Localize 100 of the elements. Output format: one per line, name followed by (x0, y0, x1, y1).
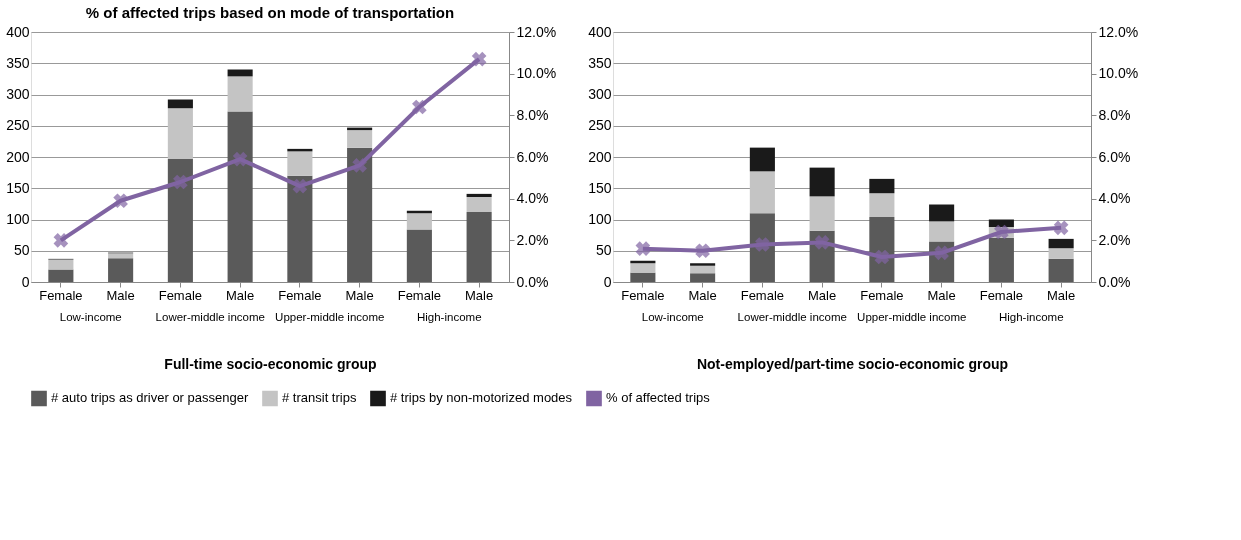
y2-tick-label: 2.0% (516, 231, 549, 248)
bar (690, 273, 716, 282)
legend-label: # trips by non-motorized modes (390, 390, 573, 406)
bar (1048, 238, 1074, 249)
y2-tick-label: 4.0% (516, 190, 549, 207)
legend-label: # auto trips as driver or passenger (51, 390, 249, 406)
bar (108, 258, 134, 282)
y-tick-label: 300 (6, 86, 30, 102)
y-tick-label: 100 (6, 211, 30, 227)
y2-tick-label: 6.0% (1098, 148, 1131, 165)
bar (227, 76, 253, 112)
y-tick-label: 100 (588, 211, 612, 227)
x-axis-title: Not-employed/part-time socio-economic group (696, 355, 1009, 372)
text: Low-income (59, 311, 122, 323)
bar (167, 108, 193, 159)
text: Upper-middle income (275, 311, 385, 323)
point (53, 232, 69, 248)
y-tick-label: 350 (588, 54, 612, 71)
y-tick-label: 0 (21, 273, 30, 290)
y-tick-label: 400 (588, 23, 612, 40)
chart-title: % of affected trips based on mode of transportation (85, 4, 455, 21)
y2-tick-label: 10.0% (1098, 65, 1139, 82)
point (113, 193, 128, 209)
x-tick-label: Male (226, 287, 255, 303)
point (471, 51, 487, 67)
bar (287, 175, 313, 282)
bar (347, 147, 373, 282)
y-tick-label: 350 (6, 54, 30, 71)
y2-tick-label: 6.0% (516, 148, 549, 165)
text: Lower-middle income (737, 311, 847, 323)
text: High-income (998, 311, 1064, 323)
point (635, 241, 651, 257)
x-tick-label: Male (688, 287, 717, 303)
y-tick-label: 200 (588, 148, 612, 165)
y2-tick-label: 8.0% (1098, 106, 1131, 123)
y2-tick-label: 4.0% (1098, 190, 1131, 207)
x-tick-label: Male (1047, 287, 1076, 303)
bar (466, 197, 492, 212)
y2-tick-label: 0.0% (516, 273, 549, 290)
y2-tick-label: 0.0% (1098, 273, 1131, 290)
point (1053, 220, 1069, 236)
bar (749, 171, 775, 214)
x-tick-label: Male (927, 287, 956, 303)
text: Lower-middle income (155, 311, 265, 323)
y-tick-label: 400 (6, 23, 30, 40)
y-tick-label: 200 (6, 148, 30, 165)
x-tick-label: Female (158, 287, 203, 303)
bar (48, 259, 74, 270)
bar (167, 158, 193, 282)
x-tick-label: Female (740, 287, 785, 303)
y-tick-label: 0 (603, 273, 612, 290)
bar (929, 204, 955, 222)
point (232, 151, 248, 167)
bar (690, 263, 716, 266)
bar (749, 147, 775, 172)
bar (690, 265, 716, 274)
bar (809, 196, 835, 231)
y2-tick-label: 8.0% (516, 106, 549, 123)
bar (227, 111, 253, 282)
bar (869, 178, 895, 194)
y-tick-label: 250 (588, 117, 612, 134)
bar (630, 272, 656, 282)
text: High-income (416, 311, 482, 323)
y-tick-label: 300 (588, 86, 612, 102)
bar (48, 269, 74, 282)
point (814, 235, 830, 250)
y-tick-label: 50 (595, 242, 612, 259)
bar (406, 213, 432, 230)
x-tick-label: Male (808, 287, 837, 303)
bar (466, 193, 492, 197)
x-tick-label: Female (860, 287, 904, 303)
legend-label: % of affected trips (606, 390, 711, 406)
bar (869, 193, 895, 217)
text: Low-income (641, 311, 704, 323)
point (173, 174, 188, 190)
bar (809, 167, 835, 197)
x-tick-label: Female (39, 287, 83, 303)
bar (347, 130, 373, 148)
x-tick-label: Female (621, 287, 665, 303)
y2-tick-label: 12.0% (516, 23, 557, 40)
x-tick-label: Male (345, 287, 374, 303)
bar (630, 263, 656, 273)
text: Upper-middle income (857, 311, 967, 323)
point (994, 224, 1009, 240)
bar (1048, 258, 1074, 282)
point (755, 237, 770, 252)
x-tick-label: Female (278, 287, 322, 303)
point (412, 99, 427, 115)
legend-label: # transit trips (282, 390, 357, 406)
y-tick-label: 150 (6, 179, 30, 196)
y-tick-label: 150 (588, 179, 612, 196)
y2-tick-label: 12.0% (1098, 23, 1139, 40)
bar (287, 151, 313, 176)
x-tick-label: Female (397, 287, 442, 303)
y2-tick-label: 2.0% (1098, 231, 1131, 248)
bar (108, 253, 134, 259)
bar (406, 229, 432, 282)
point (292, 178, 308, 194)
point (695, 243, 710, 259)
x-tick-label: Male (106, 287, 135, 303)
